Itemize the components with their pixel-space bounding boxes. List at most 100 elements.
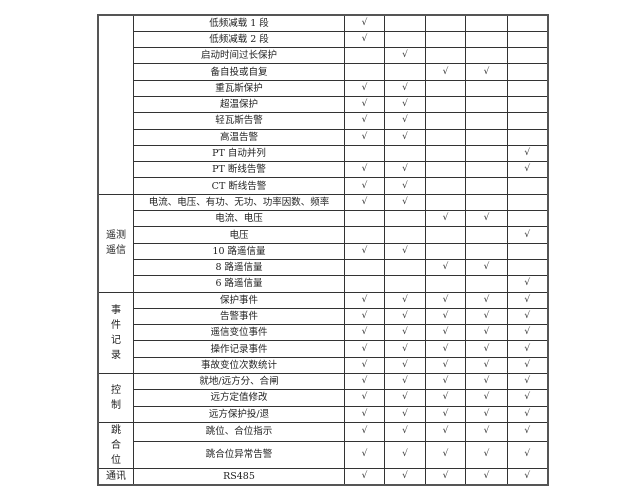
item-label: 电流、电压 xyxy=(133,210,345,228)
item-label: 启动时间过长保护 xyxy=(133,47,345,65)
check-cell: √ xyxy=(384,307,426,326)
check-mark-icon: √ xyxy=(361,343,368,354)
check-cell: √ xyxy=(384,161,426,179)
table-row: 跳合位 跳位、合位指示 √ √ √ √ √ xyxy=(97,421,548,469)
check-cell xyxy=(507,193,548,212)
check-cell xyxy=(344,47,385,65)
check-mark-icon: √ xyxy=(361,392,368,403)
item-label: 6 路遥信量 xyxy=(133,275,345,293)
check-mark-icon: √ xyxy=(402,470,408,481)
table-row: 轻瓦斯告警 √ √ xyxy=(98,112,548,130)
check-cell xyxy=(425,242,466,260)
check-cell: √ xyxy=(507,324,548,342)
check-cell: √ xyxy=(425,389,466,407)
table-row: 电压 √ xyxy=(98,226,548,244)
table-row: 低频减载 2 段 √ xyxy=(98,30,548,49)
table-row: 操作记录事件 √ √ √ √ √ xyxy=(98,340,548,358)
check-cell xyxy=(507,177,548,195)
check-mark-icon: √ xyxy=(361,180,368,191)
check-cell xyxy=(507,258,548,277)
check-cell: √ xyxy=(465,324,508,342)
table-row: 事件记录 保护事件 √ √ √ √ √ xyxy=(97,291,548,375)
check-cell: √ xyxy=(425,340,466,358)
check-cell: √ xyxy=(425,356,466,375)
check-cell: √ xyxy=(384,291,426,309)
item-label: 10 路遥信量 xyxy=(133,242,345,260)
item-label: RS485 xyxy=(133,467,345,486)
item-label: 电压 xyxy=(133,226,345,244)
check-cell: √ xyxy=(384,242,426,260)
check-cell xyxy=(425,144,466,163)
check-cell: √ xyxy=(344,112,385,130)
check-cell xyxy=(425,30,466,49)
check-cell: √ xyxy=(344,389,385,407)
check-mark-icon: √ xyxy=(442,359,449,370)
check-cell: √ xyxy=(465,291,508,309)
table-row: 重瓦斯保护 √ √ xyxy=(98,79,548,97)
check-cell xyxy=(507,63,548,81)
group-label: 通讯 xyxy=(97,467,134,486)
check-mark-icon: √ xyxy=(361,310,368,321)
check-mark-icon: √ xyxy=(402,327,408,338)
item-label: 跳位、合位指示 xyxy=(133,421,345,442)
check-cell xyxy=(507,242,548,260)
check-cell: √ xyxy=(425,258,466,277)
check-cell: √ xyxy=(384,79,426,97)
check-cell: √ xyxy=(425,63,466,81)
check-cell: √ xyxy=(425,373,466,391)
check-mark-icon: √ xyxy=(524,164,531,175)
check-mark-icon: √ xyxy=(361,196,368,207)
item-label: 低频减载 2 段 xyxy=(133,30,345,49)
check-cell xyxy=(384,14,426,32)
table-row: 低频减载 1 段 √ xyxy=(97,14,548,195)
check-cell xyxy=(384,275,426,293)
check-mark-icon: √ xyxy=(442,426,449,437)
check-cell: √ xyxy=(465,467,508,486)
item-label: 高温告警 xyxy=(133,128,345,146)
check-cell: √ xyxy=(344,356,385,375)
check-mark-icon: √ xyxy=(402,376,408,387)
check-cell: √ xyxy=(465,356,508,375)
check-mark-icon: √ xyxy=(402,50,408,61)
check-cell xyxy=(344,226,385,244)
table-row: 6 路遥信量 √ xyxy=(98,275,548,293)
check-mark-icon: √ xyxy=(361,115,368,126)
check-mark-icon: √ xyxy=(402,164,408,175)
check-mark-icon: √ xyxy=(442,213,449,224)
check-mark-icon: √ xyxy=(524,449,531,460)
check-mark-icon: √ xyxy=(402,196,408,207)
check-cell xyxy=(465,30,508,49)
check-cell xyxy=(384,144,426,163)
check-cell xyxy=(465,226,508,244)
check-mark-icon: √ xyxy=(402,99,408,110)
check-mark-icon: √ xyxy=(442,408,449,419)
check-cell: √ xyxy=(344,467,385,486)
check-cell: √ xyxy=(384,340,426,358)
item-label: 远方保护投/退 xyxy=(133,405,345,423)
check-cell: √ xyxy=(344,79,385,97)
check-mark-icon: √ xyxy=(361,449,368,460)
table-row: 事故变位次数统计 √ √ √ √ √ xyxy=(98,356,548,375)
check-cell: √ xyxy=(465,63,508,81)
table-row: 备自投或自复 √ √ xyxy=(98,63,548,81)
item-label: 事故变位次数统计 xyxy=(133,356,345,375)
check-cell xyxy=(344,63,385,81)
check-cell xyxy=(425,14,466,32)
check-mark-icon: √ xyxy=(361,164,368,175)
table-row: 控制 就地/远方分、合闸 √ √ √ √ √ xyxy=(97,373,548,423)
item-label: 超温保护 xyxy=(133,95,345,114)
check-mark-icon: √ xyxy=(442,262,449,273)
function-table: 低频减载 1 段 √ 低频减载 2 段 √ 启动时间过长保护 √ 备自投或自复 √ √ 重瓦斯保护… xyxy=(97,14,549,486)
check-cell: √ xyxy=(465,307,508,326)
check-cell: √ xyxy=(344,405,385,423)
check-cell xyxy=(465,14,508,32)
check-cell: √ xyxy=(425,324,466,342)
check-mark-icon: √ xyxy=(361,376,368,387)
table-row: PT 自动并列 √ xyxy=(98,144,548,163)
check-cell: √ xyxy=(507,291,548,309)
check-cell: √ xyxy=(344,193,385,212)
table-row: 遥测遥信 电流、电压、有功、无功、功率因数、频率 √ √ xyxy=(97,193,548,293)
check-cell xyxy=(465,144,508,163)
table-row: 告警事件 √ √ √ √ √ xyxy=(98,307,548,326)
check-mark-icon: √ xyxy=(402,82,408,93)
